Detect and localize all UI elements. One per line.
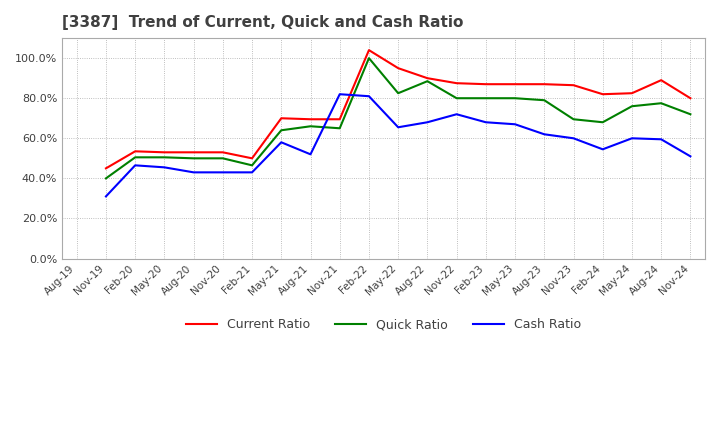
Cash Ratio bbox=[657, 137, 665, 142]
Cash Ratio bbox=[423, 120, 432, 125]
Quick Ratio bbox=[160, 155, 168, 160]
Quick Ratio bbox=[102, 176, 110, 181]
Cash Ratio bbox=[277, 139, 286, 145]
Line: Current Ratio: Current Ratio bbox=[106, 50, 690, 169]
Quick Ratio bbox=[510, 95, 519, 101]
Quick Ratio bbox=[657, 101, 665, 106]
Text: [3387]  Trend of Current, Quick and Cash Ratio: [3387] Trend of Current, Quick and Cash … bbox=[62, 15, 464, 30]
Current Ratio bbox=[510, 81, 519, 87]
Cash Ratio bbox=[540, 132, 549, 137]
Current Ratio bbox=[306, 117, 315, 122]
Current Ratio bbox=[102, 166, 110, 171]
Cash Ratio bbox=[452, 112, 461, 117]
Current Ratio bbox=[218, 150, 227, 155]
Current Ratio bbox=[598, 92, 607, 97]
Current Ratio bbox=[160, 150, 168, 155]
Cash Ratio bbox=[248, 170, 256, 175]
Cash Ratio bbox=[570, 136, 578, 141]
Cash Ratio bbox=[218, 170, 227, 175]
Current Ratio bbox=[686, 95, 695, 101]
Quick Ratio bbox=[189, 156, 198, 161]
Cash Ratio bbox=[510, 121, 519, 127]
Quick Ratio bbox=[452, 95, 461, 101]
Quick Ratio bbox=[218, 156, 227, 161]
Quick Ratio bbox=[336, 126, 344, 131]
Quick Ratio bbox=[131, 155, 140, 160]
Line: Cash Ratio: Cash Ratio bbox=[106, 94, 690, 196]
Cash Ratio bbox=[628, 136, 636, 141]
Cash Ratio bbox=[686, 154, 695, 159]
Quick Ratio bbox=[482, 95, 490, 101]
Quick Ratio bbox=[394, 91, 402, 96]
Quick Ratio bbox=[364, 55, 373, 61]
Current Ratio bbox=[131, 149, 140, 154]
Quick Ratio bbox=[277, 128, 286, 133]
Quick Ratio bbox=[423, 79, 432, 84]
Cash Ratio bbox=[160, 165, 168, 170]
Current Ratio bbox=[277, 116, 286, 121]
Quick Ratio bbox=[628, 103, 636, 109]
Current Ratio bbox=[482, 81, 490, 87]
Quick Ratio bbox=[306, 124, 315, 129]
Quick Ratio bbox=[540, 98, 549, 103]
Current Ratio bbox=[364, 48, 373, 53]
Cash Ratio bbox=[598, 147, 607, 152]
Cash Ratio bbox=[336, 92, 344, 97]
Quick Ratio bbox=[598, 120, 607, 125]
Quick Ratio bbox=[248, 163, 256, 168]
Current Ratio bbox=[189, 150, 198, 155]
Current Ratio bbox=[628, 91, 636, 96]
Current Ratio bbox=[452, 81, 461, 86]
Cash Ratio bbox=[482, 120, 490, 125]
Cash Ratio bbox=[306, 152, 315, 157]
Quick Ratio bbox=[570, 117, 578, 122]
Cash Ratio bbox=[102, 194, 110, 199]
Current Ratio bbox=[336, 117, 344, 122]
Current Ratio bbox=[540, 81, 549, 87]
Current Ratio bbox=[570, 83, 578, 88]
Cash Ratio bbox=[364, 94, 373, 99]
Current Ratio bbox=[248, 156, 256, 161]
Current Ratio bbox=[423, 76, 432, 81]
Cash Ratio bbox=[394, 125, 402, 130]
Current Ratio bbox=[657, 77, 665, 83]
Line: Quick Ratio: Quick Ratio bbox=[106, 58, 690, 178]
Legend: Current Ratio, Quick Ratio, Cash Ratio: Current Ratio, Quick Ratio, Cash Ratio bbox=[181, 313, 586, 336]
Quick Ratio bbox=[686, 112, 695, 117]
Current Ratio bbox=[394, 66, 402, 71]
Cash Ratio bbox=[131, 163, 140, 168]
Cash Ratio bbox=[189, 170, 198, 175]
